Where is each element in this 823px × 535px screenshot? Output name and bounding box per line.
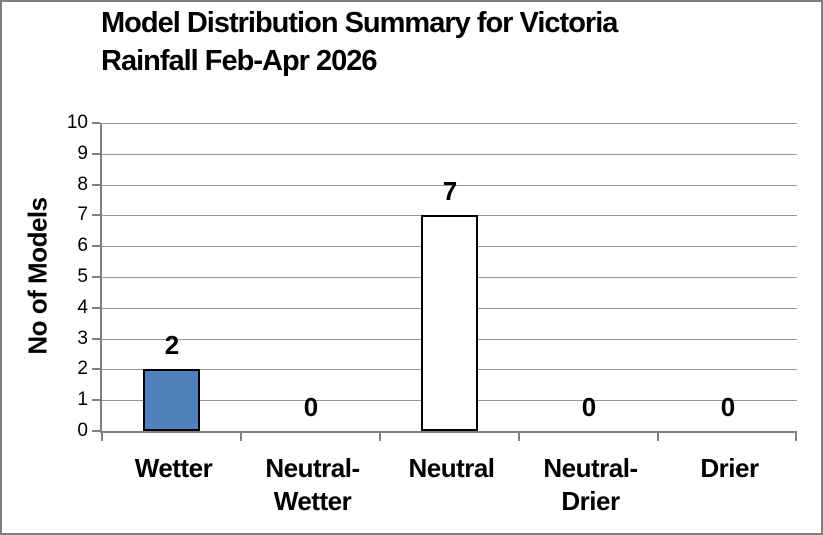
y-axis-tick-label: 5 [77,266,88,287]
bar-value-label-neutral: 7 [442,176,458,206]
bar-value-label-neutral-drier: 0 [581,392,597,422]
y-axis-tick [92,399,100,401]
x-axis-tick [379,431,381,441]
y-axis-tick-label: 2 [77,358,88,379]
x-axis-tick [101,431,103,441]
x-axis-category-label-neutral-drier: Neutral- Drier [543,453,638,516]
y-axis-tick-label: 0 [77,420,88,441]
bar-value-label-wetter: 2 [164,330,180,360]
y-axis-tick [92,276,100,278]
x-axis-tick [240,431,242,441]
chart-title: Model Distribution Summary for Victoria … [101,4,618,80]
chart-title-line-2: Rainfall Feb-Apr 2026 [101,45,378,77]
y-axis-tick-label: 1 [77,389,88,410]
y-axis-tick [92,153,100,155]
x-axis-tick [657,431,659,441]
y-axis-tick-label: 3 [77,328,88,349]
y-axis-tick-label: 9 [77,143,88,164]
y-axis-tick [92,368,100,370]
gridline [102,154,797,155]
y-axis-tick-label: 6 [77,235,88,256]
gridline [102,185,797,186]
y-axis-tick-label: 4 [77,297,88,318]
y-axis-tick [92,338,100,340]
y-axis-tick [92,307,100,309]
x-axis-category-label-neutral-wetter: Neutral- Wetter [265,453,360,516]
bar-neutral [421,215,478,431]
y-axis-tick [92,430,100,432]
y-axis-tick [92,122,100,124]
y-axis-tick-label: 7 [77,204,88,225]
x-axis-tick [518,431,520,441]
bar-value-label-neutral-wetter: 0 [303,392,319,422]
x-axis-category-label-wetter: Wetter [134,453,213,483]
x-axis-tick [795,431,797,441]
plot-area: 2 0 7 0 0 [92,122,797,441]
y-axis-tick-label: 10 [66,112,88,133]
bar-value-label-drier: 0 [720,392,736,422]
x-axis-category-label-neutral: Neutral [408,453,495,483]
chart-title-line-1: Model Distribution Summary for Victoria [101,7,618,39]
y-axis-tick [92,214,100,216]
y-axis-tick [92,245,100,247]
bar-wetter [143,369,200,431]
y-axis-tick-label: 8 [77,174,88,195]
x-axis-category-label-drier: Drier [700,453,759,483]
y-axis-tick [92,184,100,186]
gridline [102,123,797,124]
